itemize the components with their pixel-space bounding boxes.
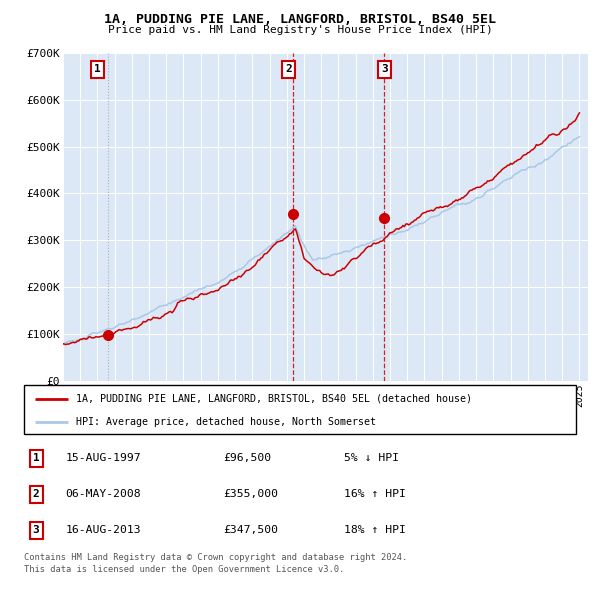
Text: Contains HM Land Registry data © Crown copyright and database right 2024.: Contains HM Land Registry data © Crown c… — [24, 553, 407, 562]
Text: 3: 3 — [33, 526, 40, 536]
FancyBboxPatch shape — [24, 385, 576, 434]
Text: 06-MAY-2008: 06-MAY-2008 — [65, 490, 141, 500]
Text: 1A, PUDDING PIE LANE, LANGFORD, BRISTOL, BS40 5EL: 1A, PUDDING PIE LANE, LANGFORD, BRISTOL,… — [104, 13, 496, 26]
Text: 18% ↑ HPI: 18% ↑ HPI — [344, 526, 406, 536]
Text: £347,500: £347,500 — [223, 526, 278, 536]
Text: 1: 1 — [33, 454, 40, 463]
Text: £96,500: £96,500 — [223, 454, 271, 463]
Text: 2: 2 — [285, 64, 292, 74]
Text: This data is licensed under the Open Government Licence v3.0.: This data is licensed under the Open Gov… — [24, 565, 344, 573]
Text: 2: 2 — [33, 490, 40, 500]
Text: 16-AUG-2013: 16-AUG-2013 — [65, 526, 141, 536]
Text: 15-AUG-1997: 15-AUG-1997 — [65, 454, 141, 463]
Text: Price paid vs. HM Land Registry's House Price Index (HPI): Price paid vs. HM Land Registry's House … — [107, 25, 493, 35]
Text: £355,000: £355,000 — [223, 490, 278, 500]
Text: 1A, PUDDING PIE LANE, LANGFORD, BRISTOL, BS40 5EL (detached house): 1A, PUDDING PIE LANE, LANGFORD, BRISTOL,… — [76, 394, 472, 404]
Text: 3: 3 — [382, 64, 388, 74]
Text: 5% ↓ HPI: 5% ↓ HPI — [344, 454, 399, 463]
Text: 16% ↑ HPI: 16% ↑ HPI — [344, 490, 406, 500]
Text: HPI: Average price, detached house, North Somerset: HPI: Average price, detached house, Nort… — [76, 417, 376, 427]
Text: 1: 1 — [94, 64, 101, 74]
